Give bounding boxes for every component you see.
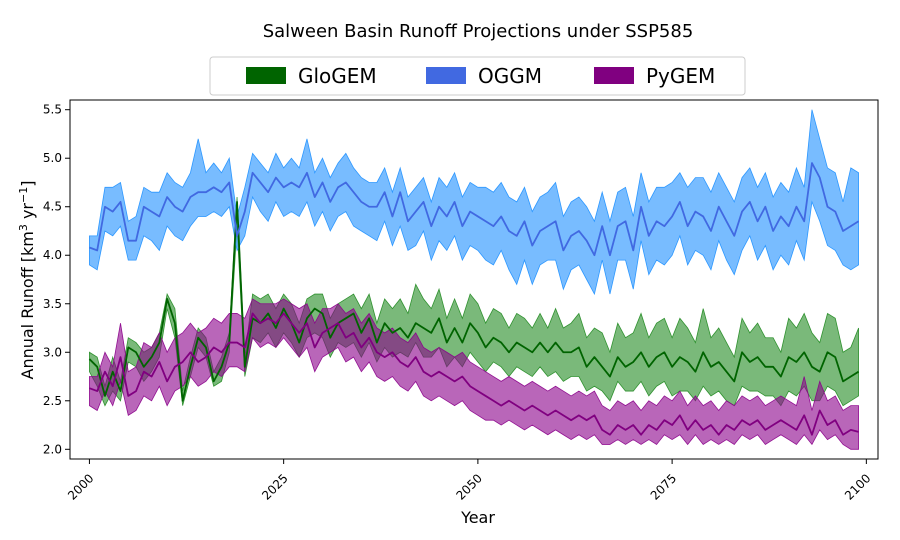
legend-label-pygem: PyGEM	[646, 64, 715, 88]
y-tick-label-4.0: 4.0	[43, 248, 62, 262]
y-tick-label-5.0: 5.0	[43, 151, 62, 165]
legend-swatch-glogem	[246, 67, 286, 84]
x-tick-label-2025: 2025	[259, 471, 290, 502]
y-tick-label-3.0: 3.0	[43, 345, 62, 359]
y-tick-label-4.5: 4.5	[43, 200, 62, 214]
legend-swatch-oggm	[426, 67, 466, 84]
band-pygem	[89, 298, 859, 450]
x-tick-label-2100: 2100	[842, 471, 873, 502]
plot-bands	[89, 109, 859, 450]
y-axis-label-sup2: −1	[17, 187, 30, 203]
y-axis-label-mid: yr	[18, 203, 37, 225]
x-tick-label-2000: 2000	[65, 471, 96, 502]
y-axis-label-pre: Annual Runoff [km	[18, 231, 37, 379]
y-axis-label-sup1: 3	[17, 224, 30, 231]
plot-lines	[88, 162, 860, 436]
legend-label-oggm: OGGM	[478, 64, 542, 88]
x-axis: 2000 2025 2050 2075 2100	[65, 459, 873, 503]
legend: GloGEM OGGM PyGEM	[209, 56, 746, 96]
x-axis-label: Year	[460, 508, 495, 527]
legend-label-glogem: GloGEM	[298, 64, 377, 88]
y-axis-label-post: ]	[18, 181, 37, 187]
y-axis-label: Annual Runoff [km3 yr−1]	[17, 181, 38, 380]
y-tick-label-2.5: 2.5	[43, 394, 62, 408]
y-tick-label-3.5: 3.5	[43, 297, 62, 311]
x-tick-label-2050: 2050	[454, 471, 485, 502]
legend-box	[209, 56, 746, 96]
line-oggm	[89, 162, 860, 257]
y-axis: 2.0 2.5 3.0 3.5 4.0 4.5 5.0 5.5	[43, 103, 70, 456]
line-glogem	[88, 200, 860, 402]
y-tick-label-5.5: 5.5	[43, 103, 62, 117]
band-oggm	[89, 109, 859, 296]
line-pygem	[89, 312, 859, 436]
plot-frame	[69, 99, 879, 460]
legend-swatch-pygem	[594, 67, 634, 84]
y-tick-label-2.0: 2.0	[43, 442, 62, 456]
x-tick-label-2075: 2075	[648, 471, 679, 502]
chart-title: Salween Basin Runoff Projections under S…	[263, 21, 694, 42]
